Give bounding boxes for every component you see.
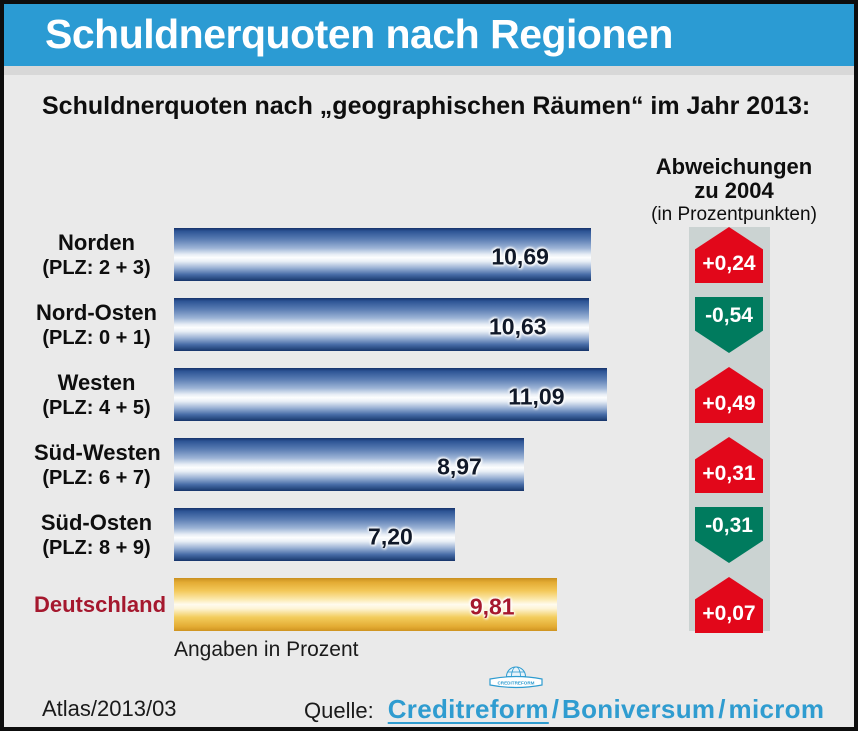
deviation-header-line3: (in Prozentpunkten): [651, 204, 817, 226]
deviation-value: +0,49: [702, 392, 756, 415]
deviation-down-arrow: -0,31: [695, 507, 763, 563]
deviation-up-arrow: +0,31: [695, 437, 763, 493]
brand-separator: /: [718, 694, 726, 724]
row-label: Westen (PLZ: 4 + 5): [34, 369, 159, 419]
chart-row: Norden (PLZ: 2 + 3) 10,69: [34, 228, 664, 281]
row-label-sub: (PLZ: 2 + 3): [42, 256, 151, 279]
deviation-header-line1: Abweichungen: [655, 154, 813, 179]
row-label-sub: (PLZ: 8 + 9): [42, 536, 151, 559]
deviation-up-arrow: +0,24: [695, 227, 763, 283]
brand-boniversum: Boniversum: [562, 694, 716, 724]
value-bar: 10,69: [174, 228, 591, 281]
chart-row: Westen (PLZ: 4 + 5) 11,09: [34, 368, 664, 421]
deviation-value: +0,24: [702, 252, 756, 275]
header-divider: [4, 66, 854, 75]
row-label: Norden (PLZ: 2 + 3): [34, 229, 159, 279]
creditreform-globe-logo: CREDITREFORM: [489, 666, 543, 689]
deviation-value: +0,07: [702, 602, 756, 625]
row-label-main: Nord-Osten: [36, 299, 157, 325]
svg-text:CREDITREFORM: CREDITREFORM: [497, 681, 534, 686]
deviation-down-arrow: -0,54: [695, 297, 763, 353]
brand-creditreform[interactable]: Creditreform: [387, 694, 549, 724]
page-title: Schuldnerquoten nach Regionen: [45, 11, 673, 57]
deviation-up-arrow: +0,49: [695, 367, 763, 423]
row-label-sub: (PLZ: 6 + 7): [42, 466, 151, 489]
chart-row: Süd-Osten (PLZ: 8 + 9) 7,20: [34, 508, 664, 561]
deviation-strip: +0,24 -0,54 +0,49 +0,31 -0,31 +0,07: [689, 227, 770, 633]
bar-value-label: 8,97: [437, 453, 482, 480]
row-label: Deutschland: [34, 591, 167, 617]
source-line: Quelle: Creditreform / Boniversum / microm: [304, 694, 824, 725]
edition-label: Atlas/2013/03: [42, 696, 177, 721]
deviation-value: -0,31: [705, 514, 753, 537]
value-bar: 7,20: [174, 508, 455, 561]
chart-row: Nord-Osten (PLZ: 0 + 1) 10,63: [34, 298, 664, 351]
row-label-main: Süd-Osten: [40, 509, 153, 535]
bar-value-label: 9,81: [469, 593, 515, 620]
bar-value-label: 10,69: [491, 243, 549, 270]
source-brands: Creditreform / Boniversum / microm: [388, 694, 825, 725]
value-bar: 9,81: [174, 578, 557, 631]
deviation-value: -0,54: [705, 304, 753, 327]
chart-row: Süd-Westen (PLZ: 6 + 7) 8,97: [34, 438, 664, 491]
row-label-main: Deutschland: [34, 591, 167, 617]
bar-value-label: 11,09: [508, 383, 565, 410]
row-label-sub: (PLZ: 0 + 1): [42, 326, 151, 349]
row-label-main: Süd-Westen: [34, 439, 161, 465]
row-label-main: Westen: [57, 369, 136, 395]
row-label-main: Norden: [58, 229, 135, 255]
deviation-up-arrow: +0,07: [695, 577, 763, 633]
bar-value-label: 7,20: [368, 523, 413, 550]
brand-microm: microm: [728, 694, 825, 724]
source-label: Quelle:: [304, 698, 374, 723]
chart-subtitle: Schuldnerquoten nach „geographischen Räu…: [42, 92, 811, 120]
row-label: Süd-Westen (PLZ: 6 + 7): [34, 439, 161, 489]
row-label: Süd-Osten (PLZ: 8 + 9): [34, 509, 159, 559]
value-bar: 11,09: [174, 368, 607, 421]
header-band: Schuldnerquoten nach Regionen: [4, 4, 854, 66]
value-bar: 10,63: [174, 298, 589, 351]
chart-row: Deutschland 9,81: [34, 578, 664, 631]
deviation-column-header: Abweichungen zu 2004 (in Prozentpunkten): [624, 154, 844, 226]
deviation-header-line2: zu 2004: [694, 178, 774, 204]
unit-footnote: Angaben in Prozent: [174, 638, 359, 661]
brand-separator: /: [551, 694, 560, 724]
bar-value-label: 10,63: [489, 313, 547, 340]
bar-rows: Norden (PLZ: 2 + 3) 10,69 Nord-Osten (PLZ: 0…: [34, 228, 664, 648]
row-label: Nord-Osten (PLZ: 0 + 1): [34, 299, 159, 349]
row-label-sub: (PLZ: 4 + 5): [42, 396, 151, 419]
deviation-value: +0,31: [702, 462, 756, 485]
value-bar: 8,97: [174, 438, 524, 491]
